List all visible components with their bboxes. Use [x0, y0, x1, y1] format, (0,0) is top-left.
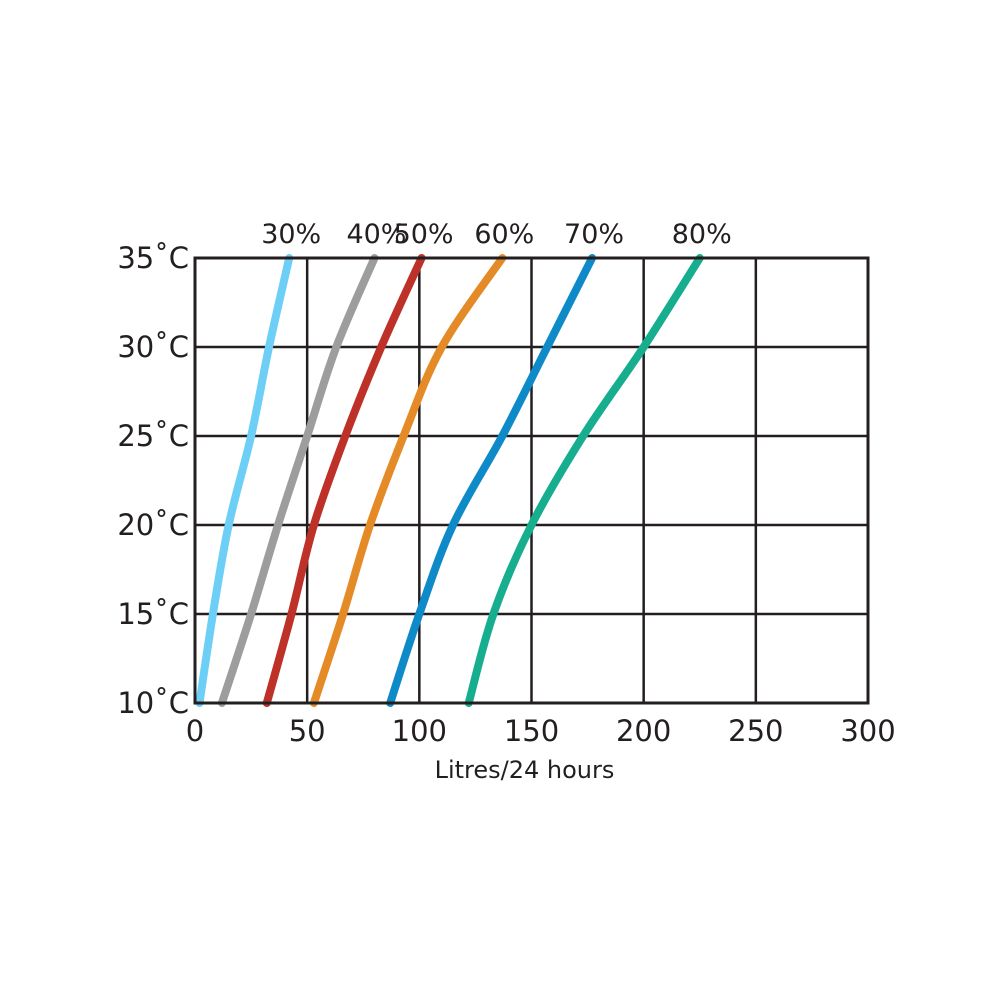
series-label: 50% — [394, 219, 454, 250]
x-axis-title: Litres/24 hours — [435, 756, 615, 784]
series-line-70pct — [386, 254, 597, 707]
x-tick-label: 250 — [728, 714, 783, 748]
series-layer — [195, 254, 704, 707]
x-tick-label: 100 — [392, 714, 447, 748]
series-line-80pct — [464, 254, 704, 707]
series-label: 40% — [346, 219, 406, 250]
y-tick-label: 15˚C — [117, 597, 189, 631]
x-tick-label: 0 — [186, 714, 204, 748]
x-tick-label: 300 — [840, 714, 895, 748]
y-tick-label: 20˚C — [117, 508, 189, 542]
x-tick-label: 150 — [504, 714, 559, 748]
series-label: 80% — [672, 219, 732, 250]
series-line-40pct — [217, 254, 379, 707]
series-label: 30% — [261, 219, 321, 250]
x-tick-label: 200 — [616, 714, 671, 748]
label-layer: 0 50 100 150 200 250 300 10˚C 15˚C 20˚C 25˚C 30˚C 35… — [117, 219, 895, 748]
y-tick-label: 30˚C — [117, 330, 189, 364]
y-tick-label: 35˚C — [117, 241, 189, 275]
series-line-50pct — [262, 254, 426, 707]
series-line-30pct — [195, 254, 294, 707]
series-label: 60% — [474, 219, 534, 250]
x-tick-label: 50 — [289, 714, 326, 748]
y-tick-label: 10˚C — [117, 686, 189, 720]
plot-frame — [193, 256, 870, 705]
series-label: 70% — [564, 219, 624, 250]
y-tick-label: 25˚C — [117, 419, 189, 453]
series-line-60pct — [309, 254, 507, 707]
